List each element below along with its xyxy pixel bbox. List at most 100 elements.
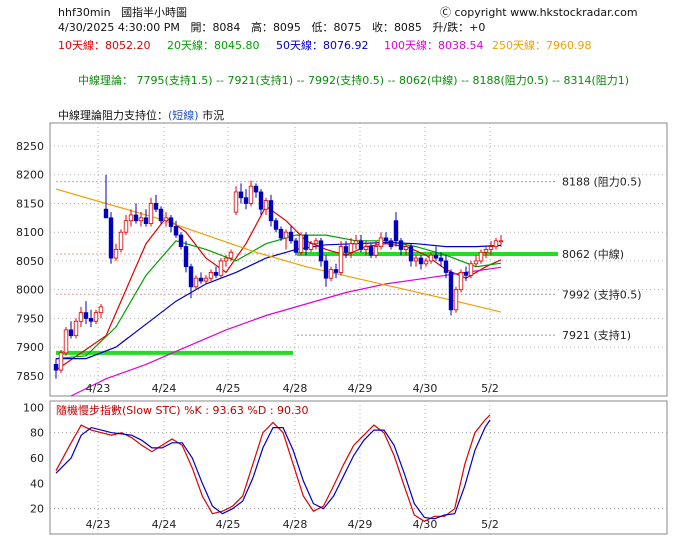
candle-body: [423, 260, 429, 265]
candle-body: [373, 246, 379, 256]
ma-line: [70, 266, 502, 397]
ma-line: [56, 241, 502, 360]
close-label: 收：: [371, 21, 394, 34]
datetime: 4/30/2025 4:30:00 PM: [58, 21, 180, 34]
level-label: 8188 (阻力0.5): [562, 176, 642, 189]
candle-body: [93, 312, 99, 322]
subtitle: 中線理論阻力支持位：(短線) 市況: [58, 109, 225, 122]
copyright: Ⓒ copyright www.hkstockradar.com: [440, 4, 638, 20]
candle-body: [173, 226, 179, 236]
high-label: 高：: [250, 21, 273, 34]
copyright-icon: Ⓒ: [440, 6, 451, 19]
candle-body: [228, 251, 234, 259]
candle-body: [388, 240, 394, 247]
candle-body: [178, 234, 184, 247]
candle-body: [288, 231, 294, 242]
stc-y-tick: 40: [30, 477, 44, 490]
price-y-tick: 8000: [16, 284, 44, 297]
header-line-2: 4/30/2025 4:30:00 PM 開：8084 高：8095 低：807…: [58, 19, 485, 35]
ma50-legend: 50天線：8076.92: [276, 39, 369, 52]
price-y-tick: 8200: [16, 169, 44, 182]
candle-body: [148, 203, 154, 224]
ma-line: [55, 205, 502, 371]
candle-body: [438, 257, 444, 262]
stc-x-tick: 4/28: [283, 518, 308, 531]
candle-body: [428, 254, 434, 262]
candle-body: [453, 289, 459, 311]
high-value: 8095: [272, 21, 301, 34]
stc-x-tick: 4/30: [413, 518, 438, 531]
price-y-tick: 7850: [16, 370, 44, 383]
price-x-tick: 4/23: [86, 382, 111, 395]
candle-body: [128, 214, 134, 222]
candle-body: [393, 220, 399, 242]
candle-body: [73, 320, 79, 337]
candle-body: [473, 260, 479, 265]
candle-body: [153, 203, 159, 210]
price-y-tick: 8100: [16, 226, 44, 239]
candle-body: [218, 260, 224, 276]
ma20-legend: 20天線：8045.80: [167, 39, 260, 52]
open-label: 開：: [190, 21, 213, 34]
candle-body: [268, 200, 274, 222]
header-line-1: hhf30min 國指半小時圖: [58, 4, 187, 20]
candle-body: [303, 234, 309, 250]
candle-body: [78, 312, 84, 322]
candle-body: [353, 240, 359, 245]
stc-x-tick: 4/23: [86, 518, 111, 531]
candle-body: [203, 277, 209, 282]
open-value: 8084: [212, 21, 241, 34]
candle-body: [343, 246, 349, 253]
price-y-tick: 8050: [16, 255, 44, 268]
candle-body: [138, 217, 144, 222]
stc-d-line: [55, 419, 491, 520]
candle-body: [483, 249, 489, 253]
level-label: 8062 (中線): [562, 247, 624, 261]
candle-body: [308, 243, 314, 250]
change-value: +0: [469, 21, 486, 34]
close-value: 8085: [393, 21, 422, 34]
candle-body: [103, 208, 109, 219]
low-label: 低：: [311, 21, 334, 34]
candle-body: [433, 254, 439, 259]
candle-body: [463, 272, 469, 276]
price-y-tick: 8150: [16, 197, 44, 210]
candle-body: [318, 240, 324, 262]
candle-body: [248, 185, 254, 204]
candle-body: [63, 329, 69, 354]
price-x-tick: 4/25: [216, 382, 241, 395]
price-x-tick: 4/24: [152, 382, 177, 395]
price-x-tick: 4/29: [348, 382, 373, 395]
candle-body: [208, 272, 214, 279]
candle-body: [408, 246, 414, 262]
stc-panel-frame: [49, 400, 668, 535]
change-label: 升/跌：: [432, 21, 470, 34]
candle-body: [358, 240, 364, 250]
candle-body: [293, 240, 299, 253]
candle-body: [193, 277, 199, 288]
stc-x-tick: 4/24: [152, 518, 177, 531]
theory-line: 中線理論： 7795(支持1.5) -- 7921(支持1) -- 7992(支…: [78, 74, 630, 87]
candle-body: [283, 231, 289, 239]
ma100-legend: 100天線：8038.54: [384, 39, 484, 52]
candle-body: [333, 269, 339, 273]
level-label: 7992 (支持0.5): [562, 287, 642, 301]
candle-body: [443, 260, 449, 273]
price-x-tick: 4/28: [283, 382, 308, 395]
price-y-tick: 8250: [16, 140, 44, 153]
price-panel-frame: [49, 122, 668, 397]
candle-body: [368, 246, 374, 256]
candle-body: [313, 240, 319, 245]
candle-body: [413, 257, 419, 262]
candle-body: [223, 257, 229, 262]
candle-body: [458, 272, 464, 291]
candle-body: [53, 363, 59, 371]
candle-body: [68, 329, 74, 337]
chart-name: 國指半小時圖: [121, 6, 188, 19]
candle-body: [98, 306, 104, 314]
candle-body: [168, 217, 174, 227]
ma10-legend: 10天線：8052.20: [58, 39, 151, 52]
low-value: 8075: [333, 21, 362, 34]
candle-body: [198, 277, 204, 282]
